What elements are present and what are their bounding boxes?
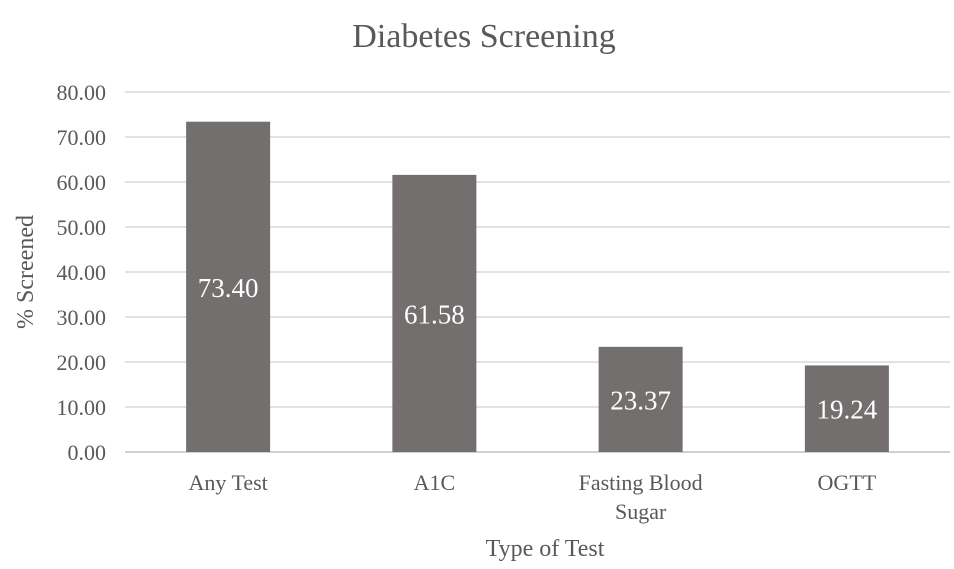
bar <box>392 174 477 452</box>
y-axis-title: % Screened <box>13 215 39 329</box>
bar <box>186 121 271 452</box>
bar <box>804 365 889 452</box>
bar-value-label: 61.58 <box>404 299 465 329</box>
x-category-label: OGTT <box>818 470 877 495</box>
y-tick-label: 50.00 <box>57 215 107 240</box>
y-tick-label: 10.00 <box>57 395 107 420</box>
bar-value-label: 73.40 <box>198 273 259 303</box>
y-tick-label: 0.00 <box>68 440 107 465</box>
y-axis-ticks: 0.00 10.00 20.00 30.00 40.00 50.00 60.00 70.00 8… <box>57 80 107 465</box>
y-tick-label: 30.00 <box>57 305 107 330</box>
y-tick-label: 60.00 <box>57 170 107 195</box>
bar-value-label: 23.37 <box>610 385 671 415</box>
bar <box>598 346 683 452</box>
y-tick-label: 80.00 <box>57 80 107 105</box>
y-tick-label: 20.00 <box>57 350 107 375</box>
y-tick-label: 70.00 <box>57 125 107 150</box>
x-category-label: Any Test <box>188 470 267 495</box>
x-category-label: Fasting Blood <box>579 470 703 495</box>
y-tick-label: 40.00 <box>57 260 107 285</box>
bar-value-label: 19.24 <box>817 395 878 425</box>
x-category-label: Sugar <box>615 499 667 524</box>
bars <box>186 121 889 452</box>
data-labels: 73.40 61.58 23.37 19.24 <box>198 273 878 425</box>
chart-title: Diabetes Screening <box>352 18 615 55</box>
x-category-label: A1C <box>414 470 456 495</box>
x-axis-title: Type of Test <box>486 536 605 562</box>
x-axis-categories: Any Test A1C Fasting Blood Sugar OGTT <box>188 470 876 524</box>
